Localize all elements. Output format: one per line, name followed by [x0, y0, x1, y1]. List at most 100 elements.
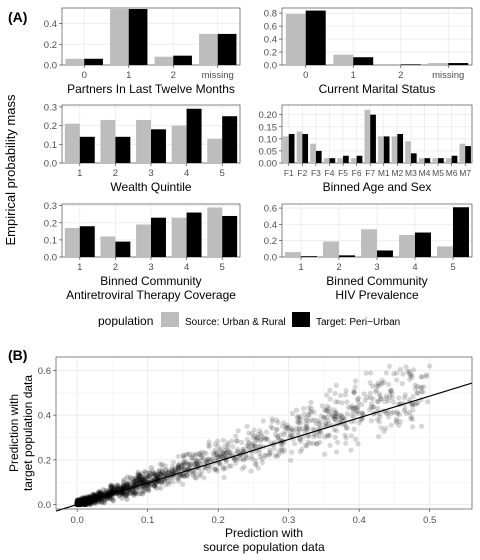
scatter-point — [100, 491, 106, 497]
scatter-point — [181, 466, 187, 472]
scatter-point — [246, 441, 252, 447]
scatter-point — [368, 404, 374, 410]
y-tick-label: 0.6 — [264, 204, 277, 215]
scatter-point — [423, 373, 429, 380]
scatter-point — [386, 363, 393, 369]
x-tick-label: F7 — [365, 168, 375, 178]
bar-chart-5: 0.0 0.1 0.2 0.3 1 2 3 4 5 Binned CommunityAntiret… — [44, 201, 241, 302]
scatter-point — [316, 421, 322, 427]
scatter-point — [131, 492, 137, 498]
scatter-point — [222, 447, 228, 454]
scatter-point — [359, 410, 365, 416]
x-tick-label: 1 — [126, 70, 131, 81]
scatter-point — [145, 483, 152, 489]
scatter-point — [316, 433, 323, 439]
scatter-point — [327, 442, 333, 448]
scatter-point — [180, 453, 186, 459]
scatter-point — [112, 487, 118, 493]
scatter-point — [121, 479, 127, 485]
scatter-point — [124, 481, 130, 487]
scatter-point — [258, 433, 265, 439]
scatter-point — [324, 392, 330, 398]
scatter-point — [401, 408, 408, 414]
scatter-point — [154, 473, 160, 479]
scatter-point — [233, 433, 239, 439]
scatter-point — [306, 433, 312, 439]
scatter-point — [152, 471, 158, 477]
scatter-point — [353, 436, 359, 442]
scatter-point — [151, 482, 158, 489]
x-tick-label: F2 — [297, 168, 307, 178]
scatter-point — [362, 397, 368, 403]
scatter-point — [349, 412, 355, 419]
scatter-point — [259, 459, 265, 466]
scatter-point — [158, 485, 164, 491]
scatter-point — [282, 429, 288, 435]
scatter-point — [169, 468, 175, 474]
scatter-point — [290, 432, 296, 439]
x-tick-label: 2 — [336, 262, 341, 273]
scatter-point — [86, 495, 93, 501]
scatter-point — [333, 428, 340, 434]
scatter-point — [134, 481, 140, 487]
scatter-point — [155, 474, 161, 480]
scatter-point — [185, 462, 191, 468]
bar — [199, 33, 218, 65]
scatter-point — [122, 489, 128, 495]
y-axis-title: target population data — [21, 375, 35, 491]
scatter-point — [97, 492, 103, 498]
scatter-point — [101, 496, 107, 503]
scatter-point — [180, 473, 186, 479]
scatter-point — [296, 426, 302, 432]
scatter-point — [196, 450, 203, 457]
scatter-point — [297, 436, 303, 442]
bar — [301, 256, 317, 257]
scatter-point — [311, 417, 318, 423]
y-axis-label: Empirical probability mass — [3, 94, 18, 245]
bar — [356, 155, 363, 163]
scatter-point — [162, 463, 169, 469]
scatter-point — [354, 396, 360, 402]
scatter-point — [258, 430, 264, 437]
scatter-point — [389, 395, 395, 401]
scatter-point — [206, 468, 212, 474]
scatter-point — [287, 428, 293, 435]
scatter-point — [89, 500, 95, 506]
scatter-point — [176, 461, 182, 467]
scatter-point — [150, 471, 156, 477]
scatter-point — [127, 490, 133, 497]
scatter-point — [321, 415, 327, 421]
scatter-point — [93, 493, 99, 499]
scatter-point — [406, 409, 413, 416]
scatter-point — [161, 478, 167, 484]
scatter-point — [409, 374, 415, 380]
scatter-point — [88, 495, 94, 501]
scatter-point — [301, 405, 307, 412]
scatter-point — [82, 496, 89, 503]
scatter-point — [368, 370, 374, 376]
scatter-point — [138, 475, 145, 481]
scatter-point — [204, 459, 210, 465]
scatter-point — [97, 489, 103, 496]
scatter-point — [119, 491, 126, 497]
scatter-point — [255, 434, 261, 440]
scatter-point — [109, 484, 115, 490]
scatter-point — [132, 490, 138, 496]
scatter-point — [351, 414, 357, 420]
scatter-point — [332, 390, 338, 396]
legend-swatch-target — [292, 312, 310, 330]
scatter-point — [203, 450, 209, 456]
scatter-point — [221, 474, 227, 481]
scatter-point — [383, 425, 389, 431]
scatter-point — [379, 380, 385, 387]
scatter-point — [281, 447, 288, 453]
scatter-point — [226, 463, 232, 469]
scatter-point — [164, 470, 170, 476]
scatter-point — [141, 475, 147, 481]
scatter-point — [83, 495, 90, 501]
bar — [397, 134, 404, 163]
scatter-point — [212, 441, 218, 447]
scatter-point — [225, 442, 231, 448]
scatter-point — [123, 481, 129, 487]
